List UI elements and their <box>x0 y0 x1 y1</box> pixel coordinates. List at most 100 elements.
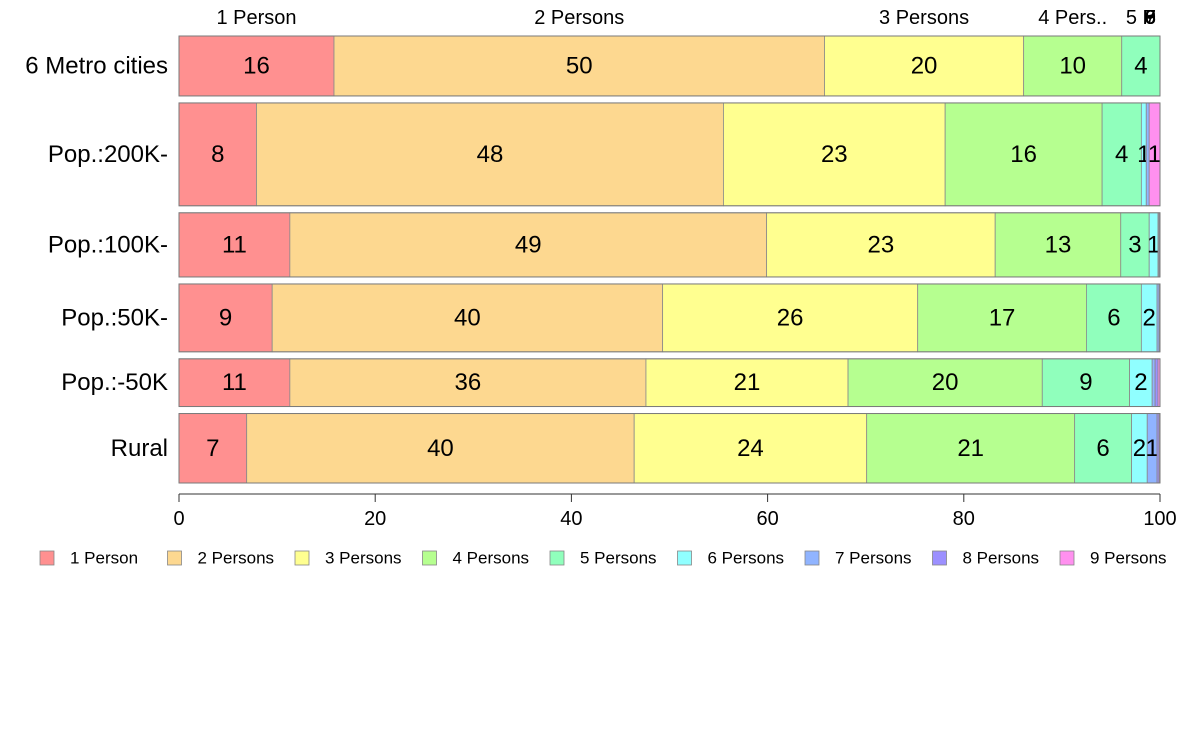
row-outline <box>178 283 1161 353</box>
legend-item: 1 Person <box>39 549 138 568</box>
bar-segment <box>1023 35 1123 97</box>
top-label: 8 <box>1145 7 1156 29</box>
legend-label: 1 Person <box>70 549 138 568</box>
data-label: 6 <box>1107 304 1120 331</box>
category-label: Rural <box>111 435 168 462</box>
bar-segment <box>256 102 724 207</box>
bar-segment <box>1121 35 1161 97</box>
bar-segment <box>1151 358 1156 407</box>
data-label: 21 <box>957 435 984 462</box>
top-label: 5 P <box>1126 7 1156 29</box>
top-label: 2 Persons <box>534 7 624 29</box>
data-label: 8 <box>211 141 224 168</box>
data-label: 36 <box>455 369 482 396</box>
bar-row: 6 Metro cities 16 50 20 10 4 <box>25 35 1161 97</box>
bar-row: Pop.:100K- 11 49 23 13 3 1 <box>48 212 1161 278</box>
data-label: 50 <box>566 52 593 79</box>
data-label: 4 <box>1134 52 1147 79</box>
row-outline <box>178 212 1161 278</box>
bar-segment <box>1154 358 1159 407</box>
legend-item: 7 Persons <box>804 549 912 568</box>
bar-segment <box>178 35 335 97</box>
category-label: Pop.:200K- <box>48 141 168 168</box>
bar-segment <box>246 413 635 484</box>
bar-segment <box>662 283 919 353</box>
bar-segment <box>645 358 849 407</box>
x-tick-label: 40 <box>560 508 582 530</box>
data-label: 20 <box>911 52 938 79</box>
category-label: 6 Metro cities <box>25 52 168 79</box>
row-outline <box>178 35 1161 97</box>
top-label: 9 <box>1145 7 1156 29</box>
category-label: Pop.:50K- <box>61 304 168 331</box>
data-label: 11 <box>222 231 247 258</box>
legend-label: 6 Persons <box>708 549 785 568</box>
legend-swatch <box>804 550 820 566</box>
legend-swatch <box>422 550 437 566</box>
legend-item: 6 Persons <box>677 549 785 568</box>
legend-item: 9 Persons <box>1059 549 1167 568</box>
data-label: 11 <box>222 369 247 396</box>
data-label: 40 <box>454 304 481 331</box>
top-label: 1 Person <box>216 7 296 29</box>
data-label: 49 <box>515 231 542 258</box>
data-label: 21 <box>734 369 761 396</box>
category-label: Pop.:-50K <box>61 369 168 396</box>
top-label: 6 <box>1145 7 1156 29</box>
x-tick-label: 100 <box>1143 508 1176 530</box>
data-label: 16 <box>1010 141 1037 168</box>
data-label: 9 <box>1079 369 1092 396</box>
top-label: 3 Persons <box>879 7 969 29</box>
x-tick-label: 60 <box>756 508 778 530</box>
top-label: 4 Pers.. <box>1038 7 1107 29</box>
legend-label: 9 Persons <box>1090 549 1167 568</box>
data-label: 6 <box>1096 435 1109 462</box>
bar-segment <box>178 358 291 407</box>
data-label: 1 <box>1147 231 1160 258</box>
data-label: 7 <box>206 435 219 462</box>
bar-row: Rural 7 40 24 21 6 2 1 <box>111 413 1161 484</box>
legend-swatch <box>1059 550 1075 566</box>
category-label: Pop.:100K- <box>48 231 168 258</box>
legend-label: 2 Persons <box>198 549 275 568</box>
x-axis: 0 20 40 60 80 100 <box>173 493 1177 530</box>
data-label: 48 <box>477 141 504 168</box>
bar-segment <box>824 35 1025 97</box>
bar-row: Pop.:50K- 9 40 26 17 6 2 <box>61 283 1161 353</box>
data-label: 23 <box>868 231 895 258</box>
data-label: 9 <box>219 304 232 331</box>
x-tick-label: 20 <box>364 508 386 530</box>
bar-segment <box>633 413 868 484</box>
legend-label: 5 Persons <box>580 549 657 568</box>
legend-label: 4 Persons <box>453 549 530 568</box>
legend-label: 3 Persons <box>325 549 402 568</box>
data-label: 1 <box>1145 435 1158 462</box>
x-tick-label: 80 <box>953 508 975 530</box>
data-label: 4 <box>1115 141 1128 168</box>
data-label: 2 <box>1134 369 1147 396</box>
legend-item: 8 Persons <box>932 549 1039 568</box>
legend-swatch <box>294 550 310 566</box>
data-label: 2 <box>1133 435 1146 462</box>
data-label: 17 <box>989 304 1016 331</box>
bar-segment <box>271 283 664 353</box>
data-label: 23 <box>821 141 848 168</box>
bar-segment <box>994 212 1122 278</box>
bar-segment <box>917 283 1087 353</box>
legend-item: 4 Persons <box>422 549 530 568</box>
x-tick-label: 0 <box>173 508 184 530</box>
data-label: 13 <box>1045 231 1072 258</box>
bar-segment <box>1086 283 1142 353</box>
legend-item: 2 Persons <box>167 549 275 568</box>
data-label: 16 <box>243 52 270 79</box>
bar-segment <box>178 212 291 278</box>
data-label: 20 <box>932 369 959 396</box>
legend-item: 5 Persons <box>549 549 657 568</box>
data-label: 24 <box>737 435 764 462</box>
data-label: 40 <box>427 435 454 462</box>
bar-segment <box>944 102 1103 207</box>
legend-swatch <box>39 550 55 566</box>
top-category-labels: 1 Person 2 Persons 3 Persons 4 Pers.. 5 P678… <box>216 7 1156 29</box>
